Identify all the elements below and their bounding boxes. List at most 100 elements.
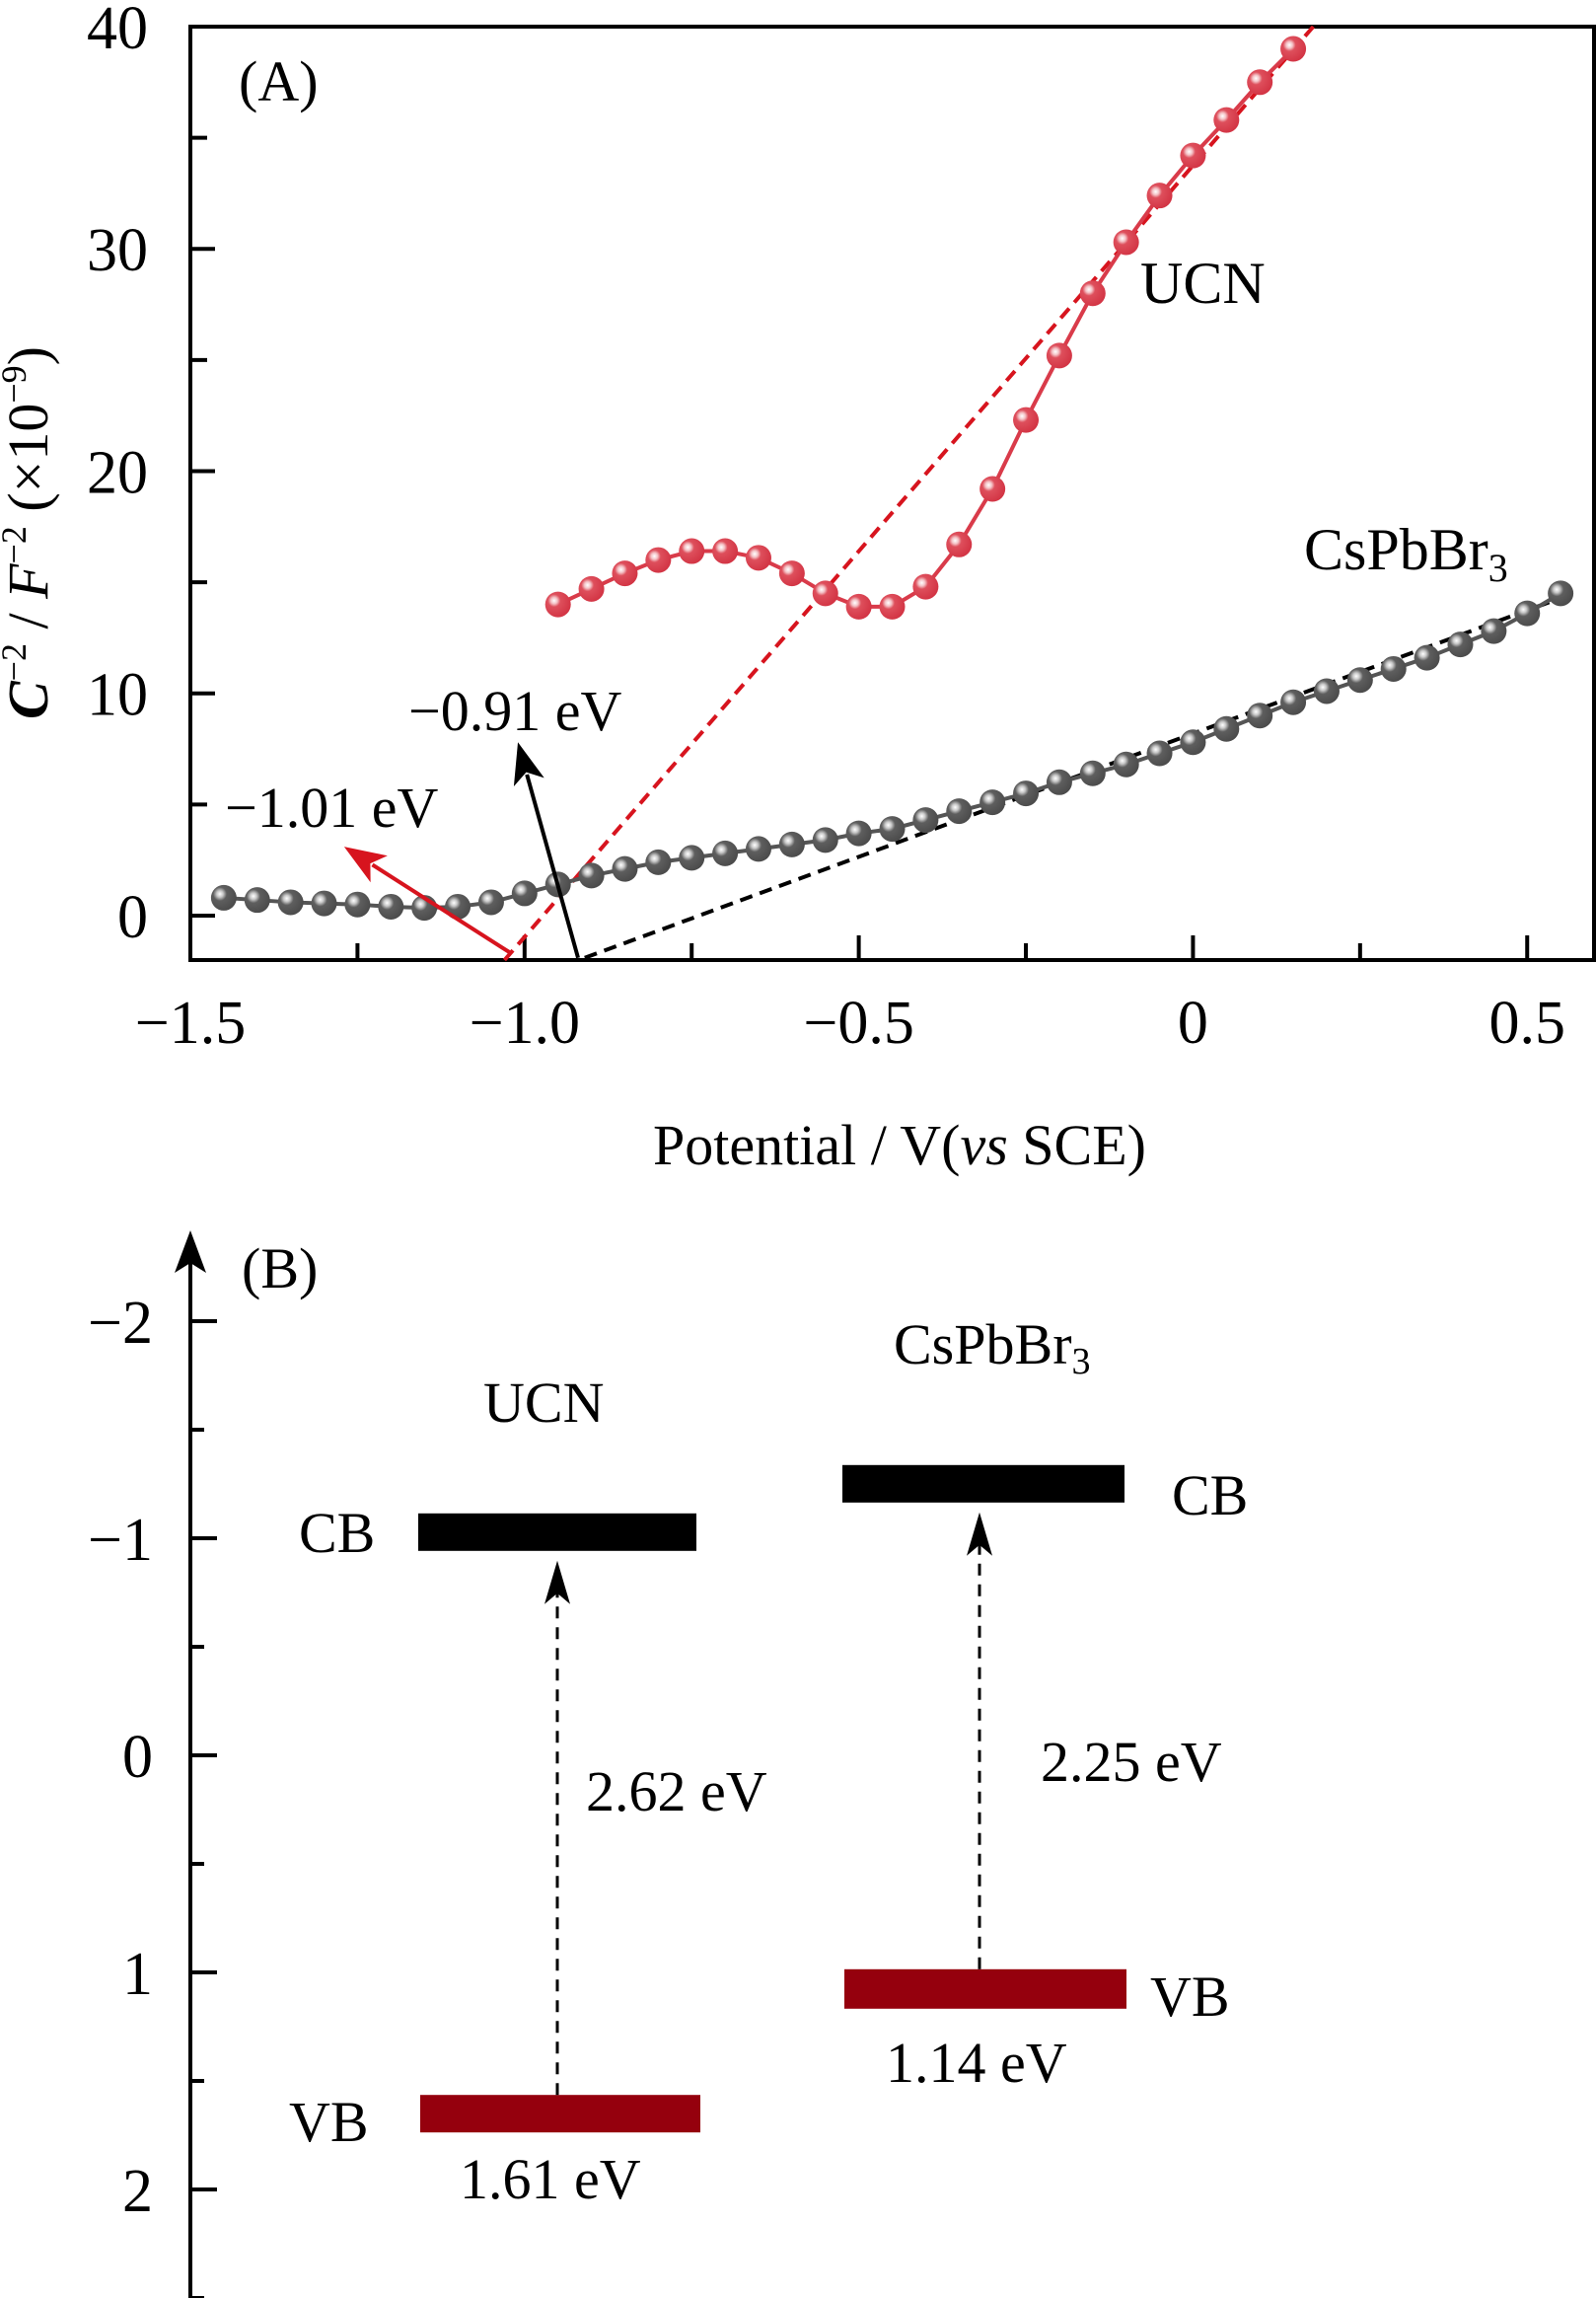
ucn-series-line	[556, 47, 1295, 609]
cspbbr3-data-point	[210, 884, 237, 911]
cspbbr3-data-point	[1313, 678, 1340, 704]
cspbbr3-data-point	[946, 798, 973, 825]
cspbbr3-flatband-label: −0.91 eV	[408, 679, 621, 743]
y-tick-label: 40	[87, 0, 148, 62]
cspbbr3-data-point	[1414, 644, 1440, 671]
y-axis-title-sup1: −2	[0, 643, 34, 681]
ucn-data-point	[645, 547, 672, 573]
cspbbr3-data-point	[1046, 769, 1072, 795]
cspbbr3-data-point	[845, 820, 872, 847]
x-axis-title-post: SCE)	[1008, 1113, 1146, 1177]
ucn-data-point	[578, 575, 605, 602]
ucn-cb-label: CB	[299, 1501, 375, 1565]
ucn-vb-value: 1.61 eV	[460, 2147, 641, 2211]
cspbbr3-valence-band	[844, 1968, 1126, 2009]
x-tick-label: −1.0	[470, 990, 580, 1057]
cspbbr3-data-point	[979, 789, 1006, 816]
ucn-data-point	[912, 573, 939, 600]
ucn-data-point	[1280, 36, 1307, 62]
cspbbr3-data-point	[277, 889, 304, 916]
y-axis-title: C−2 / F−2 (×10−9)	[0, 346, 60, 719]
energy-axis-ticks: −2 −1 0 1 2	[88, 1290, 217, 2298]
series-label-cspbbr3-main: CsPbBr	[1304, 517, 1488, 582]
panel-a-cv-plot: −1.5 −1.0 −0.5 0 0.5 0 10 20 30 40 −1.01 eV −0.91…	[0, 0, 1596, 1177]
x-tick-label: −0.5	[803, 990, 913, 1057]
ucn-data-point	[745, 545, 771, 571]
cspbbr3-data-point	[1013, 780, 1040, 807]
cspbbr3-flatband-arrow	[525, 774, 580, 959]
ucn-data-point	[612, 560, 638, 587]
cspbbr3-excitation-arrowhead-icon	[967, 1512, 992, 1556]
panel-label-a: (A)	[239, 49, 319, 113]
ucn-data-point	[1113, 229, 1139, 256]
ucn-data-point	[879, 593, 906, 620]
cspbbr3-vb-value: 1.14 eV	[886, 2031, 1067, 2095]
ucn-flatband-label: −1.01 eV	[225, 776, 438, 840]
x-axis-title: Potential / V(vs SCE)	[653, 1113, 1146, 1177]
x-tick-label: −1.5	[135, 990, 246, 1057]
y-axis-title-sup3: −9	[0, 365, 34, 403]
cspbbr3-data-point	[244, 887, 270, 914]
y-axis-title-sup2: −2	[0, 526, 34, 563]
cspbbr3-data-point	[645, 849, 672, 875]
energy-axis-arrowhead-icon	[175, 1230, 206, 1273]
cspbbr3-data-point	[511, 880, 538, 907]
x-axis-ticks: −1.5 −1.0 −0.5 0 0.5	[135, 935, 1565, 1057]
cspbbr3-data-point	[1247, 703, 1273, 729]
ucn-flatband-arrowhead-icon	[343, 847, 388, 883]
ucn-valence-band	[420, 2095, 700, 2133]
cspbbr3-cb-label: CB	[1172, 1463, 1248, 1527]
ucn-data-point	[845, 593, 872, 620]
ucn-data-point	[679, 538, 705, 564]
material-label-cspbbr3-sub: 3	[1072, 1341, 1091, 1382]
energy-tick-label: −1	[88, 1507, 153, 1574]
cspbbr3-flatband-arrowhead-icon	[513, 742, 544, 787]
y-axis-title-f: F	[0, 563, 60, 600]
ucn-flatband-arrow	[371, 862, 513, 955]
x-axis-title-italic: vs	[960, 1113, 1007, 1177]
ucn-conduction-band	[418, 1513, 696, 1551]
y-tick-label: 10	[87, 662, 148, 729]
cspbbr3-data-point	[1380, 655, 1407, 682]
cspbbr3-data-point	[1548, 580, 1574, 607]
plot-frame	[188, 25, 1596, 962]
cspbbr3-data-point	[1079, 760, 1106, 786]
y-tick-label: 20	[87, 439, 148, 506]
data-series	[210, 36, 1574, 922]
cspbbr3-data-point	[1146, 740, 1173, 767]
y-axis-title-end: )	[0, 346, 60, 365]
energy-tick-label: 1	[122, 1941, 153, 2008]
cspbbr3-data-point	[1280, 689, 1307, 715]
x-tick-label: 0	[1178, 990, 1208, 1057]
cspbbr3-data-point	[1481, 618, 1507, 644]
ucn-data-point	[979, 476, 1006, 502]
y-axis-title-tail: (×10	[0, 404, 60, 527]
cspbbr3-data-point	[578, 862, 605, 889]
cspbbr3-data-point	[378, 893, 404, 920]
cspbbr3-data-point	[912, 807, 939, 834]
cspbbr3-vb-label: VB	[1150, 1964, 1230, 2029]
ucn-vb-label: VB	[289, 2090, 369, 2154]
ucn-data-point	[812, 580, 838, 607]
energy-tick-label: −2	[88, 1290, 153, 1357]
y-axis-title-c: C	[0, 680, 60, 719]
series-label-ucn: UCN	[1140, 251, 1266, 316]
cspbbr3-data-point	[311, 890, 337, 917]
cspbbr3-data-point	[679, 845, 705, 871]
ucn-data-point	[1247, 69, 1273, 96]
ucn-data-point	[1013, 407, 1040, 433]
material-label-cspbbr3: CsPbBr3	[894, 1312, 1091, 1382]
ucn-data-point	[778, 560, 805, 587]
energy-tick-label: 0	[122, 1724, 153, 1791]
ucn-data-point	[1046, 342, 1072, 369]
cspbbr3-data-point	[745, 836, 771, 862]
cspbbr3-conduction-band	[842, 1464, 1124, 1503]
tangent-lines	[502, 25, 1568, 962]
ucn-data-point	[712, 538, 739, 564]
material-label-cspbbr3-main: CsPbBr	[894, 1312, 1072, 1376]
ucn-gap-label: 2.62 eV	[586, 1759, 767, 1823]
series-label-cspbbr3: CsPbBr3	[1304, 517, 1508, 590]
ucn-data-point	[1213, 107, 1240, 133]
cspbbr3-data-point	[477, 889, 504, 916]
